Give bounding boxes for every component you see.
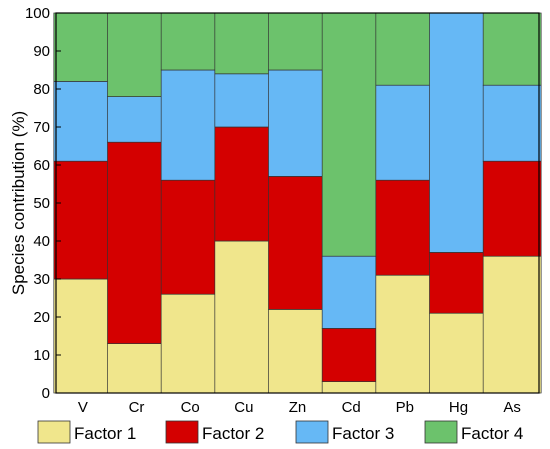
bar-as-factor-1 [482, 255, 542, 394]
y-tick-label: 0 [42, 385, 50, 402]
bar-co-factor-4 [160, 12, 220, 71]
legend-swatch-factor-3 [295, 420, 329, 444]
y-tick-label: 70 [33, 119, 50, 136]
x-tick-label: Hg [449, 399, 468, 416]
bar-cd-factor-4 [321, 12, 381, 257]
bar-pb-factor-4 [375, 12, 435, 86]
bar-v-factor-1 [53, 278, 113, 394]
bar-as-factor-3 [482, 84, 542, 162]
legend-label-factor-1: Factor 1 [74, 424, 136, 443]
x-axis: V Cr Co Cu Zn Cd Pb Hg As [78, 399, 521, 416]
bar-pb-factor-1 [375, 274, 435, 394]
bar-v-factor-2 [53, 160, 113, 280]
y-tick-label: 60 [33, 157, 50, 174]
y-axis-title: Species contribution (%) [9, 111, 28, 295]
bar-cd-factor-3 [321, 255, 381, 329]
bar-pb-factor-2 [375, 179, 435, 276]
bar-cu-factor-4 [214, 12, 274, 75]
bar-cr-factor-3 [107, 96, 166, 143]
bar-cu-factor-3 [214, 73, 274, 128]
x-tick-label: Co [181, 399, 200, 416]
bar-cr-factor-4 [107, 12, 166, 97]
y-tick-label: 10 [33, 347, 50, 364]
x-tick-label: Cu [234, 399, 253, 416]
bar-cu-factor-1 [214, 240, 274, 394]
legend-label-factor-2: Factor 2 [202, 424, 264, 443]
bar-zn-factor-4 [268, 12, 327, 71]
bar-v-factor-3 [53, 81, 113, 162]
bar-zn-factor-3 [268, 69, 327, 177]
bar-hg-factor-1 [429, 312, 488, 394]
legend-swatch-factor-2 [165, 420, 199, 444]
x-tick-label: As [503, 399, 521, 416]
legend: Factor 1 Factor 2 Factor 3 Factor 4 [37, 420, 523, 444]
bar-co-factor-3 [160, 69, 220, 181]
bar-zn-factor-2 [268, 176, 327, 310]
x-tick-label: Pb [396, 399, 414, 416]
bar-co-factor-2 [160, 179, 220, 295]
legend-label-factor-3: Factor 3 [332, 424, 394, 443]
y-tick-label: 30 [33, 271, 50, 288]
legend-swatch-factor-4 [424, 420, 458, 444]
x-tick-label: Zn [289, 399, 307, 416]
bar-zn-factor-1 [268, 309, 327, 394]
y-tick-label: 20 [33, 309, 50, 326]
y-axis: 0 10 20 30 40 50 60 70 80 90 100 [25, 5, 61, 402]
bar-as-factor-4 [482, 12, 542, 86]
bar-as-factor-2 [482, 160, 542, 257]
y-tick-label: 100 [25, 5, 50, 22]
y-tick-label: 50 [33, 195, 50, 212]
x-tick-label: Cd [342, 399, 361, 416]
bar-pb-factor-3 [375, 84, 435, 181]
y-tick-label: 80 [33, 81, 50, 98]
bar-v-factor-4 [53, 12, 113, 82]
bars-layer [53, 12, 542, 394]
bar-cd-factor-1 [321, 381, 381, 394]
legend-swatch-factor-1 [37, 420, 71, 444]
bar-cd-factor-2 [321, 328, 381, 382]
bar-cr-factor-2 [107, 141, 166, 344]
x-tick-label: V [78, 399, 88, 416]
y-tick-label: 40 [33, 233, 50, 250]
y-tick-label: 90 [33, 43, 50, 60]
bar-hg-factor-2 [429, 252, 488, 314]
bar-hg-factor-3 [429, 12, 488, 253]
bar-co-factor-1 [160, 293, 220, 394]
bar-cu-factor-2 [214, 126, 274, 242]
x-tick-label: Cr [129, 399, 145, 416]
legend-label-factor-4: Factor 4 [461, 424, 523, 443]
bar-cr-factor-1 [107, 343, 166, 394]
